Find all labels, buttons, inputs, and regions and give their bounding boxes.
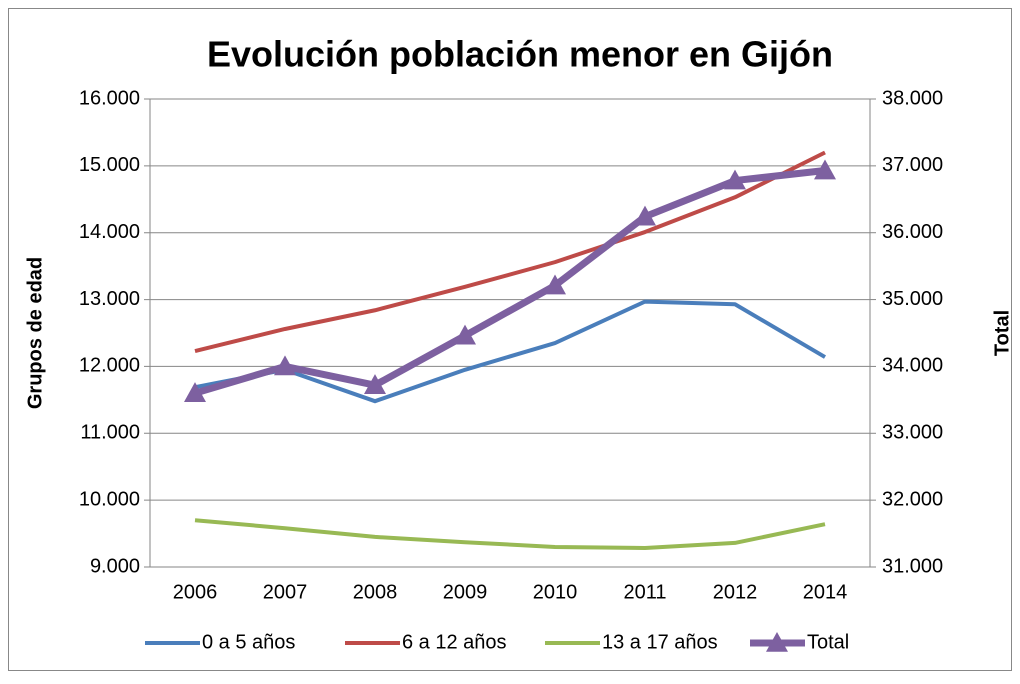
y2-tick-label: 37.000 xyxy=(882,154,943,176)
y-tick-label: 14.000 xyxy=(79,221,140,243)
y2-tick-label: 33.000 xyxy=(882,422,943,444)
series-line xyxy=(194,167,826,397)
x-tick-label: 2012 xyxy=(713,581,758,603)
y2-tick-label: 32.000 xyxy=(882,488,943,510)
y-tick-label: 10.000 xyxy=(79,488,140,510)
y2-tick-label: 36.000 xyxy=(882,221,943,243)
chart-title: Evolución población menor en Gijón xyxy=(207,34,833,75)
y-axis-label: Grupos de edad xyxy=(24,257,46,409)
y-tick-label: 16.000 xyxy=(79,87,140,109)
marker xyxy=(454,324,476,345)
y-tick-label: 13.000 xyxy=(79,288,140,310)
y-tick-label: 12.000 xyxy=(79,355,140,377)
x-tick-label: 2008 xyxy=(353,581,398,603)
x-tick-label: 2006 xyxy=(173,581,218,603)
marker xyxy=(544,274,566,295)
series-line xyxy=(194,150,826,353)
x-tick-label: 2010 xyxy=(533,581,578,603)
y2-tick-label: 35.000 xyxy=(882,288,943,310)
y2-tick-label: 38.000 xyxy=(882,87,943,109)
series-line xyxy=(194,299,827,404)
marker xyxy=(724,169,746,190)
marker xyxy=(274,355,296,376)
y2-tick-label: 34.000 xyxy=(882,355,943,377)
y-tick-label: 9.000 xyxy=(90,555,140,577)
x-tick-label: 2007 xyxy=(263,581,308,603)
series-line xyxy=(194,518,826,550)
legend-label: Total xyxy=(807,631,849,653)
marker xyxy=(364,374,386,394)
y-tick-label: 15.000 xyxy=(79,154,140,176)
x-tick-label: 2014 xyxy=(803,581,848,603)
y2-tick-label: 31.000 xyxy=(882,555,943,577)
chart-border xyxy=(8,8,1012,671)
x-tick-label: 2009 xyxy=(443,581,488,603)
legend-label: 6 a 12 años xyxy=(402,631,507,653)
marker xyxy=(634,205,656,226)
marker xyxy=(814,159,836,180)
marker xyxy=(184,382,206,402)
x-tick-label: 2011 xyxy=(623,581,666,603)
legend-label: 13 a 17 años xyxy=(602,631,718,653)
y2-axis-label: Total xyxy=(991,310,1013,356)
legend-marker xyxy=(766,632,788,652)
legend-label: 0 a 5 años xyxy=(202,631,295,653)
y-tick-label: 11.000 xyxy=(80,422,140,444)
